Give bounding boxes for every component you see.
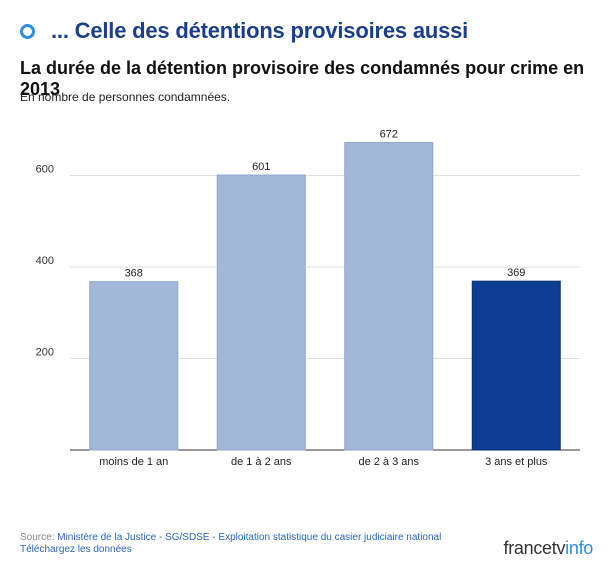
y-tick-label: 600: [36, 164, 54, 176]
bar-chart: 200 400 600 368 moins de 1 an 601 de 1 à 2 ans…: [36, 129, 580, 468]
x-tick-label: de 2 à 3 ans: [358, 456, 419, 468]
x-tick-label: moins de 1 an: [99, 456, 168, 468]
francetvinfo-logo: francetvinfo: [503, 538, 594, 558]
chart-subtitle: En nombre de personnes condamnées.: [20, 90, 231, 104]
header: ... Celle des détentions provisoires aus…: [20, 18, 468, 44]
bar: [89, 281, 179, 451]
y-tick-label: 400: [36, 255, 54, 267]
chart-title: La durée de la détention provisoire des …: [20, 58, 585, 99]
source-line: Source: Ministère de la Justice - SG/SDS…: [20, 532, 441, 544]
bar: [216, 174, 306, 451]
download-data-link[interactable]: Téléchargez les données: [20, 544, 132, 555]
data-label: 368: [125, 268, 143, 280]
bar: [344, 142, 434, 451]
circle-bullet-icon: [20, 23, 35, 39]
data-label: 369: [507, 267, 525, 279]
x-tick-label: 3 ans et plus: [485, 456, 548, 468]
headline: ... Celle des détentions provisoires aus…: [51, 18, 469, 43]
data-label: 601: [252, 161, 270, 173]
source-label: Source:: [20, 532, 55, 543]
source-link[interactable]: Ministère de la Justice - SG/SDSE - Expl…: [57, 532, 442, 543]
data-label: 672: [380, 129, 398, 141]
x-tick-label: de 1 à 2 ans: [231, 456, 292, 468]
y-tick-label: 200: [36, 347, 54, 359]
bar: [471, 280, 561, 451]
